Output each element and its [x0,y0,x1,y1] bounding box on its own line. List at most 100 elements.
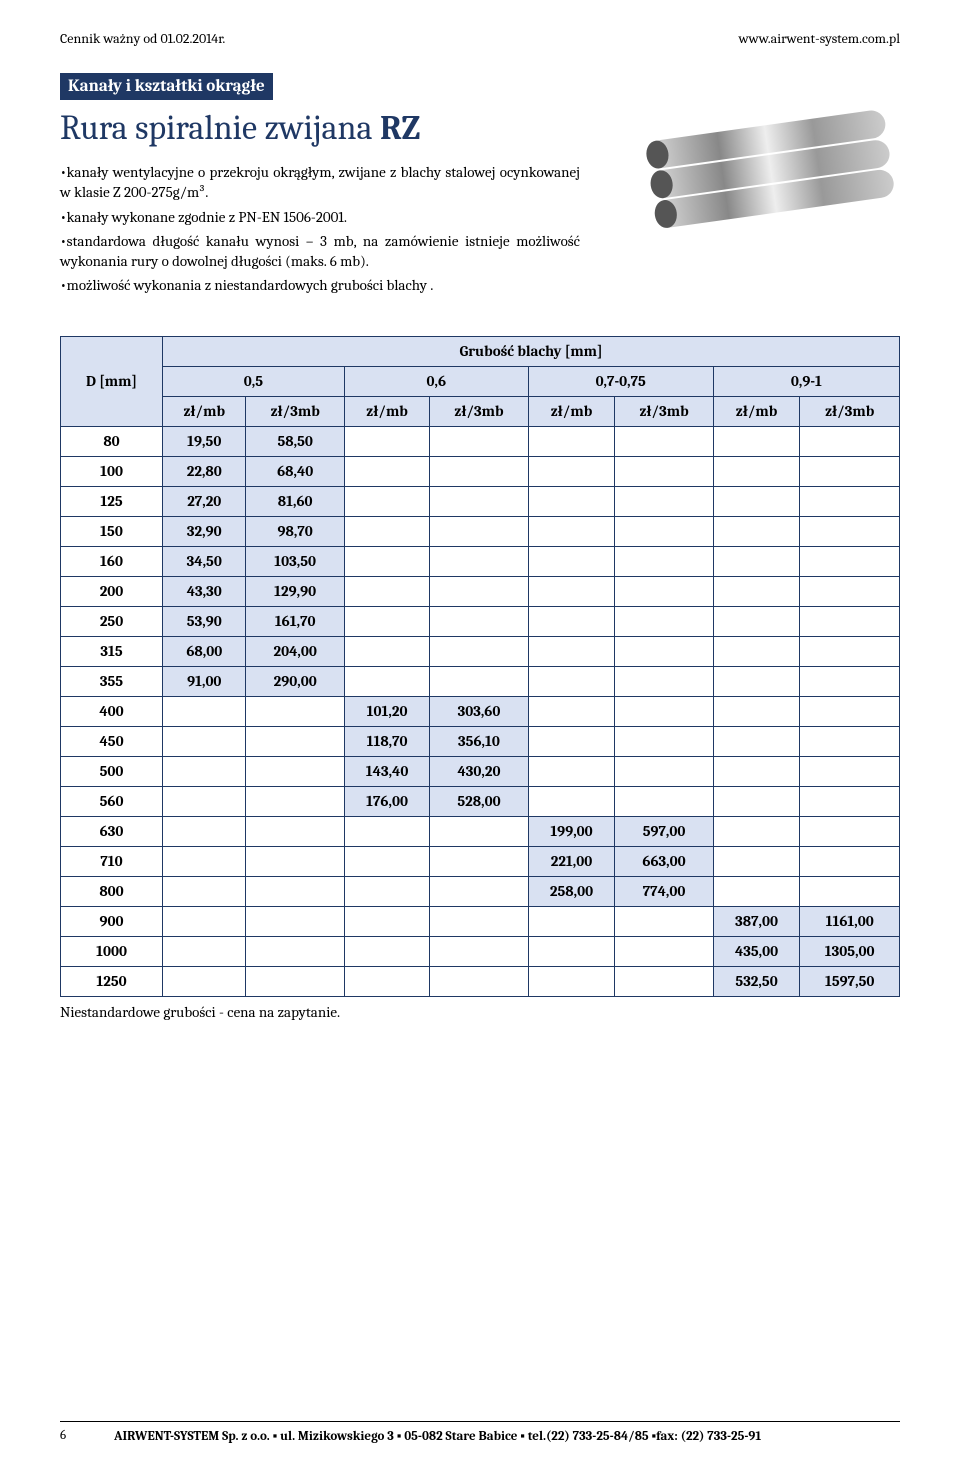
blank-cell [430,846,528,876]
d-value: 125 [61,486,163,516]
blank-cell [344,876,429,906]
table-row: 1000435,001305,00 [61,936,900,966]
blank-cell [528,546,615,576]
page-number: 6 [60,1428,90,1444]
blank-cell [430,486,528,516]
page-header: Cennik ważny od 01.02.2014r. www.airwent… [60,30,900,47]
blank-cell [800,426,900,456]
blank-cell [246,876,344,906]
blank-cell [344,846,429,876]
group-label: 0,9-1 [713,366,899,396]
blank-cell [713,786,800,816]
price-3mb: 129,90 [246,576,344,606]
blank-cell [344,546,429,576]
blank-cell [713,726,800,756]
footer-text-content: AIRWENT-SYSTEM Sp. z o.o. ▪ ul. Mizikows… [114,1429,761,1444]
blank-cell [615,696,713,726]
price-table-body: 8019,5058,5010022,8068,4012527,2081,6015… [61,426,900,996]
table-row: 710221,00663,00 [61,846,900,876]
blank-cell [528,516,615,546]
sub-label: zł/3mb [800,396,900,426]
sub-label: zł/mb [163,396,246,426]
table-row: 500143,40430,20 [61,756,900,786]
sub-row: zł/mb zł/3mb zł/mb zł/3mb zł/mb zł/3mb z… [61,396,900,426]
table-row: 800258,00774,00 [61,876,900,906]
blank-cell [528,786,615,816]
bullet: •kanały wentylacyjne o przekroju okrągły… [60,162,580,203]
blank-cell [713,546,800,576]
blank-cell [800,456,900,486]
header-left: Cennik ważny od 01.02.2014r. [60,30,225,47]
price-3mb: 1597,50 [800,966,900,996]
blank-cell [713,846,800,876]
price-mb: 19,50 [163,426,246,456]
blank-cell [800,576,900,606]
blank-cell [800,756,900,786]
blank-cell [615,636,713,666]
d-value: 560 [61,786,163,816]
price-mb: 387,00 [713,906,800,936]
blank-cell [430,876,528,906]
price-mb: 199,00 [528,816,615,846]
top-header: Grubość blachy [mm] [163,336,900,366]
price-3mb: 1161,00 [800,906,900,936]
blank-cell [800,816,900,846]
blank-cell [246,906,344,936]
group-row: 0,5 0,6 0,7-0,75 0,9-1 [61,366,900,396]
blank-cell [800,666,900,696]
blank-cell [713,426,800,456]
blank-cell [615,756,713,786]
blank-cell [163,816,246,846]
blank-cell [430,576,528,606]
blank-cell [246,696,344,726]
blank-cell [713,576,800,606]
price-3mb: 68,40 [246,456,344,486]
blank-cell [800,696,900,726]
blank-cell [528,726,615,756]
blank-cell [246,846,344,876]
price-3mb: 58,50 [246,426,344,456]
blank-cell [344,606,429,636]
blank-cell [528,636,615,666]
blank-cell [615,486,713,516]
sub-label: zł/mb [528,396,615,426]
d-value: 160 [61,546,163,576]
blank-cell [430,426,528,456]
price-table: D [mm] Grubość blachy [mm] 0,5 0,6 0,7-0… [60,336,900,997]
price-mb: 176,00 [344,786,429,816]
blank-cell [800,546,900,576]
blank-cell [800,636,900,666]
table-row: 16034,50103,50 [61,546,900,576]
blank-cell [528,966,615,996]
price-3mb: 356,10 [430,726,528,756]
blank-cell [800,876,900,906]
blank-cell [615,966,713,996]
d-value: 800 [61,876,163,906]
blank-cell [528,576,615,606]
table-footnote: Niestandardowe grubości - cena na zapyta… [60,1003,900,1021]
blank-cell [430,936,528,966]
sub-label: zł/3mb [430,396,528,426]
group-label: 0,5 [163,366,345,396]
blank-cell [163,846,246,876]
price-mb: 22,80 [163,456,246,486]
blank-cell [800,786,900,816]
blank-cell [528,456,615,486]
table-row: 15032,9098,70 [61,516,900,546]
bullet: •kanały wykonane zgodnie z PN-EN 1506-20… [60,207,580,227]
price-mb: 91,00 [163,666,246,696]
blank-cell [430,816,528,846]
blank-cell [713,816,800,846]
price-3mb: 597,00 [615,816,713,846]
blank-cell [713,636,800,666]
d-value: 630 [61,816,163,846]
blank-cell [163,876,246,906]
blank-cell [163,786,246,816]
section-badge: Kanały i kształtki okrągłe [60,73,273,100]
sub-label: zł/mb [713,396,800,426]
blank-cell [163,726,246,756]
price-3mb: 430,20 [430,756,528,786]
price-mb: 118,70 [344,726,429,756]
bullet: •możliwość wykonania z niestandardowych … [60,275,580,295]
blank-cell [528,756,615,786]
